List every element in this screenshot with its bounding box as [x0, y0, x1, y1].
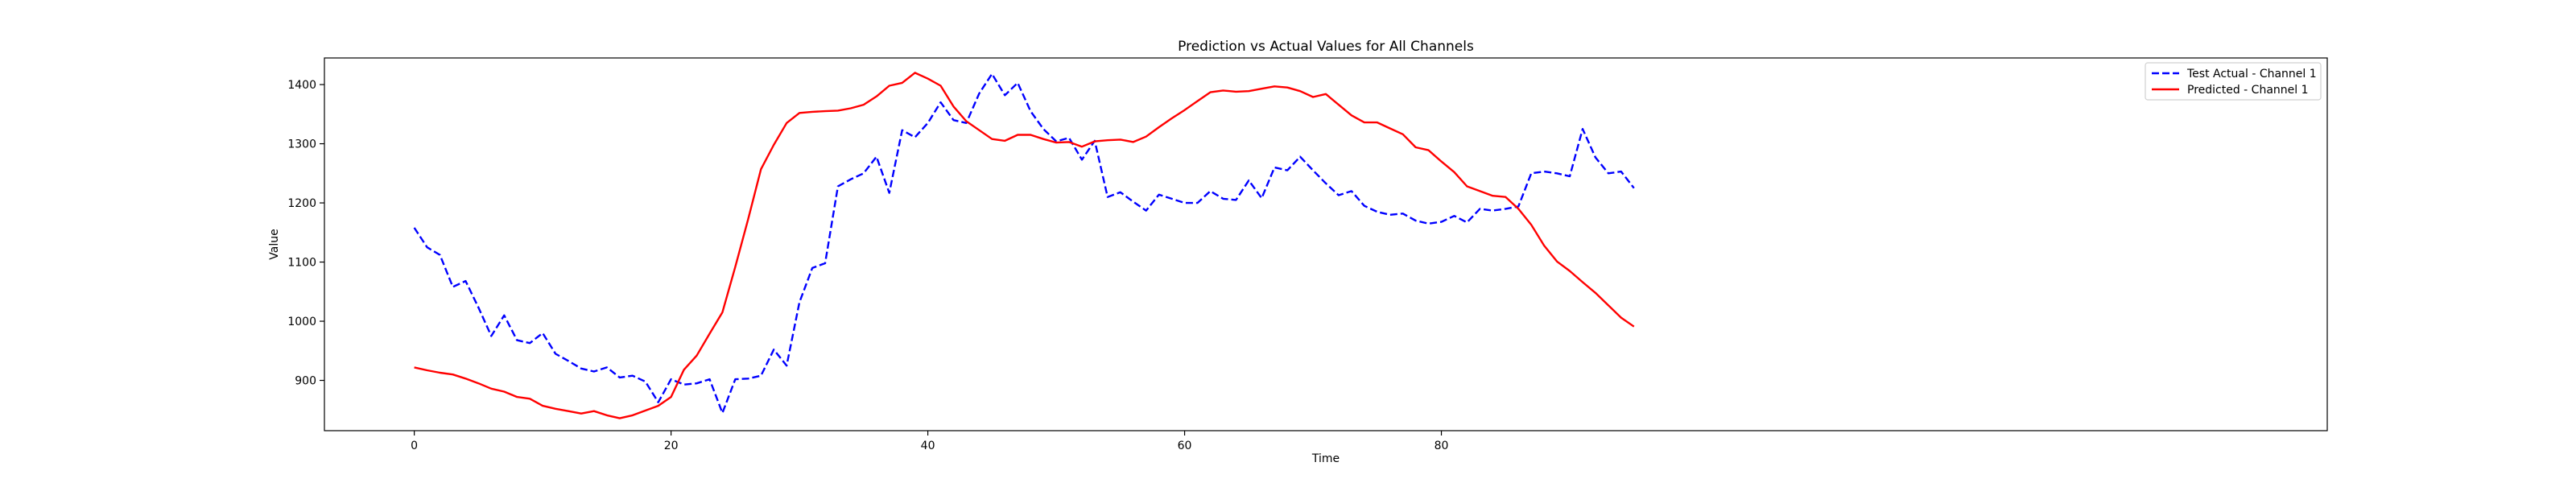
x-tick-label: 20: [664, 440, 679, 452]
series-layer: [413, 72, 1635, 419]
chart-title: Prediction vs Actual Values for All Chan…: [1178, 39, 1474, 55]
y-tick-label: 1200: [287, 197, 316, 210]
y-tick-label: 1300: [287, 138, 316, 151]
legend: Test Actual - Channel 1 Predicted - Chann…: [2145, 62, 2322, 101]
y-tick-label: 1100: [287, 257, 316, 270]
legend-label-2: Predicted - Channel 1: [2187, 84, 2309, 97]
y-tick-label: 1000: [287, 316, 316, 328]
y-axis: 900 1000 1100 1200 1300 1400: [287, 79, 324, 388]
legend-label-1: Test Actual - Channel 1: [2186, 68, 2317, 80]
x-axis: 0 20 40 60 80: [411, 431, 1448, 452]
series-line-2: [414, 72, 1635, 419]
y-tick-label: 1400: [287, 79, 316, 92]
x-tick-label: 80: [1435, 440, 1449, 452]
plot-area: [324, 57, 2328, 431]
legend-box: [2145, 62, 2322, 101]
x-tick-label: 0: [411, 440, 418, 452]
x-axis-label: Time: [1311, 452, 1340, 465]
series-line-1: [413, 72, 1635, 415]
y-axis-label: Value: [268, 229, 281, 259]
x-tick-label: 40: [921, 440, 935, 452]
y-tick-label: 900: [295, 375, 316, 388]
plot-frame: [324, 57, 2328, 431]
x-tick-label: 60: [1178, 440, 1192, 452]
